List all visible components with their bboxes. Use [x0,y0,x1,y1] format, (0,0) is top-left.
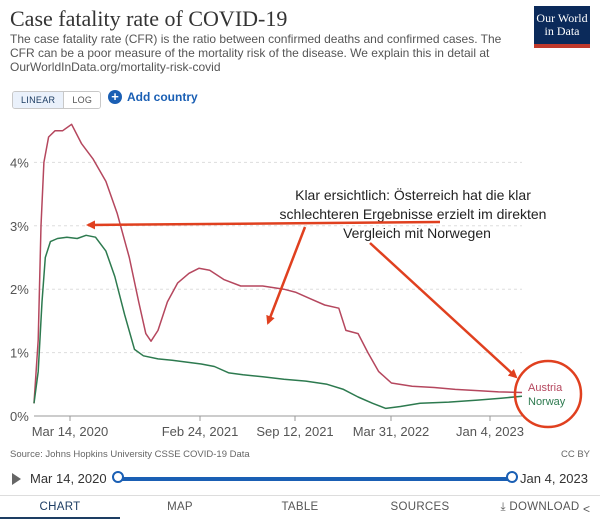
line-chart: 0% 1% 2% 3% 4% Mar 14, 2020 Feb 24, 2021 Sep 1… [10,123,583,439]
source-note: Source: Johns Hopkins University CSSE CO… [10,449,250,460]
license-link[interactable]: CC BY [560,449,590,460]
annotation-line-2: schlechteren Ergebnisse erzielt im direk… [280,206,547,222]
series-labels: Austria Norway [528,382,566,408]
annotation-line-3: Vergleich mit Norwegen [343,225,491,241]
annotation-line-1: Klar ersichtlich: Österreich hat die kla… [295,186,531,203]
series-label-austria: Austria [528,382,563,394]
chart-subtitle: The case fatality rate (CFR) is the rati… [10,32,502,74]
x-tick-label: Mar 14, 2020 [32,424,109,439]
x-tick-label: Mar 31, 2022 [353,424,430,439]
tab-table[interactable]: TABLE [281,501,319,513]
timeline-end-handle[interactable] [506,471,518,483]
tab-sources[interactable]: SOURCES [390,501,450,513]
tab-download[interactable]: ⤓ DOWNLOAD [480,496,600,519]
timeline-track[interactable] [118,477,512,481]
share-icon[interactable]: < [582,502,590,516]
timeline-end-label: Jan 4, 2023 [520,471,588,486]
annotation: Klar ersichtlich: Österreich hat die kla… [86,186,583,429]
annotation-arrow-down [266,226,307,325]
y-tick-label: 3% [10,219,29,234]
plus-icon: + [108,90,122,104]
add-country-button[interactable]: + Add country [108,90,198,104]
linear-scale-button[interactable]: LINEAR [13,92,65,108]
series-line-austria [33,123,523,404]
tab-download-label: DOWNLOAD [509,501,580,513]
annotation-arrow-right [369,242,518,379]
owid-logo[interactable]: Our World in Data [534,6,590,48]
download-icon: ⤓ [500,501,510,513]
series-lines [33,123,523,410]
play-icon[interactable] [12,473,21,485]
tab-map[interactable]: MAP [167,501,193,513]
grid [34,161,522,417]
annotation-arrow-left [86,220,441,230]
y-axis: 0% 1% 2% 3% 4% [10,155,29,424]
logo-line-1: Our World [536,11,588,25]
timeline-start-label: Mar 14, 2020 [30,471,107,486]
y-tick-label: 0% [10,409,29,424]
timeline-start-handle[interactable] [112,471,124,483]
add-country-label: Add country [127,90,198,104]
y-tick-label: 4% [10,155,29,170]
log-scale-button[interactable]: LOG [64,92,101,108]
logo-line-2: in Data [544,24,580,38]
x-tick-label: Sep 12, 2021 [256,424,333,439]
tab-chart[interactable]: CHART [0,496,120,519]
annotation-circle [513,359,583,429]
tab-bar: CHART MAP TABLE SOURCES ⤓ DOWNLOAD [0,495,600,519]
series-label-norway: Norway [528,396,566,408]
timeline: Mar 14, 2020 Jan 4, 2023 [0,468,600,490]
chart-title: Case fatality rate of COVID-19 [10,6,288,31]
x-axis: Mar 14, 2020 Feb 24, 2021 Sep 12, 2021 Mar … [32,416,524,439]
x-tick-label: Jan 4, 2023 [456,424,524,439]
x-tick-label: Feb 24, 2021 [162,424,239,439]
series-line-norway [33,234,523,410]
y-tick-label: 1% [10,346,29,361]
scale-toggle: LINEAR LOG [12,91,102,109]
y-tick-label: 2% [10,282,29,297]
